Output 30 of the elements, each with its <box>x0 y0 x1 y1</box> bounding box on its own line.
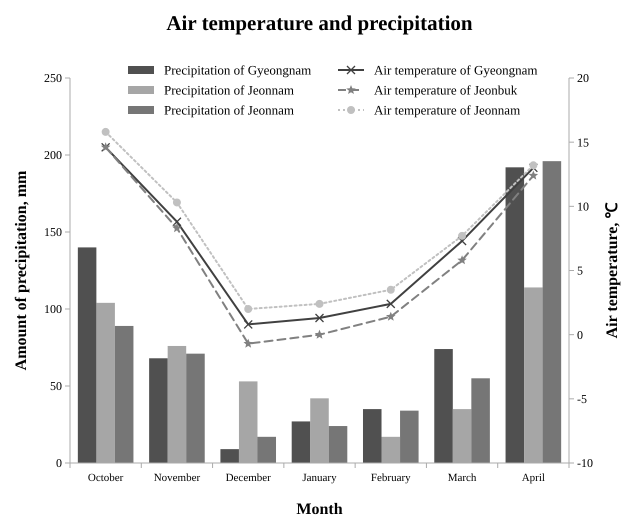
x-tick-label: April <box>522 472 545 484</box>
y-axis-title: Amount of precipitation, mm <box>13 170 30 370</box>
x-tick-label: December <box>226 472 272 484</box>
y2-tick-label: 10 <box>577 200 589 214</box>
chart-title: Air temperature and precipitation <box>166 11 473 35</box>
legend-label: Precipitation of Jeonnam <box>164 82 294 98</box>
y2-tick-label: 0 <box>577 328 583 342</box>
legend-label: Air temperature of Jeonnam <box>374 102 520 118</box>
y-tick-label: 200 <box>44 148 62 162</box>
x-tick-label: January <box>302 472 338 484</box>
y2-tick-label: -10 <box>577 456 593 470</box>
legend-label: Air temperature of Jeonbuk <box>374 82 518 98</box>
x-tick-label: November <box>154 472 200 484</box>
legend-label: Precipitation of Jeonnam <box>164 102 294 118</box>
y2-tick-label: -5 <box>577 392 587 406</box>
x-tick-label: October <box>88 472 124 484</box>
x-tick-label: February <box>370 472 412 484</box>
x-tick-label: March <box>448 472 477 484</box>
x-axis-title: Month <box>296 501 343 518</box>
y2-tick-label: 15 <box>577 135 589 150</box>
legend-label: Air temperature of Gyeongnam <box>374 62 538 78</box>
y2-axis-title: Air temperature, ℃ <box>604 202 621 338</box>
y2-tick-label: 5 <box>577 264 583 278</box>
y-tick-label: 100 <box>44 302 62 316</box>
y-tick-label: 150 <box>44 225 62 240</box>
y-tick-label: 50 <box>50 379 62 394</box>
legend-label: Precipitation of Gyeongnam <box>164 62 312 78</box>
y-tick-label: 0 <box>56 456 62 470</box>
y2-tick-label: 20 <box>577 71 589 86</box>
y-tick-label: 250 <box>44 71 62 86</box>
